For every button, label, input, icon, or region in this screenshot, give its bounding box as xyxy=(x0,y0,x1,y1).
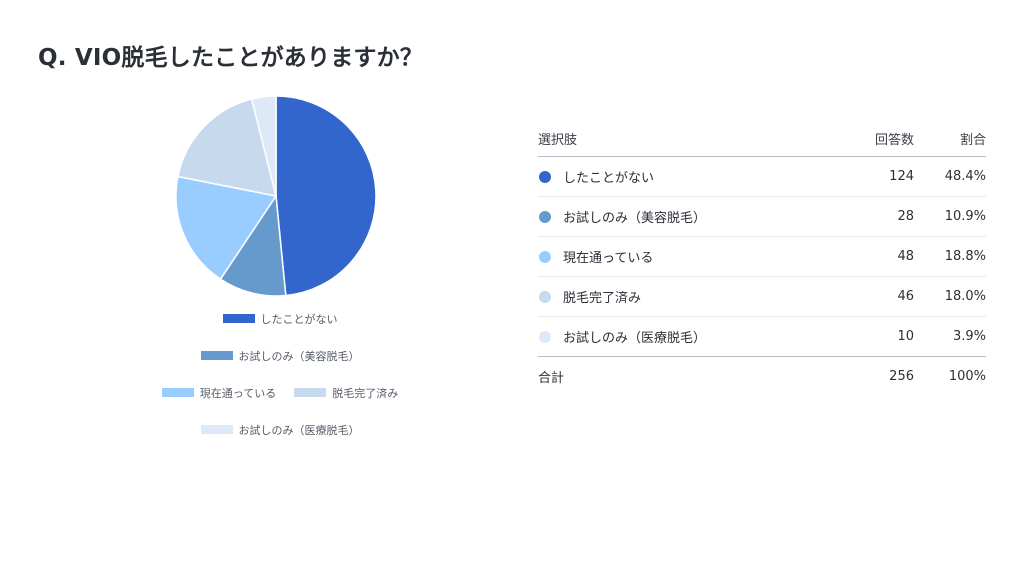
legend-swatch xyxy=(200,425,233,434)
row-count: 46 xyxy=(897,289,914,304)
row-count: 124 xyxy=(889,169,914,184)
pie-chart xyxy=(175,95,377,297)
table-row: 脱毛完了済み 46 18.0% xyxy=(538,277,986,317)
row-ratio: 18.8% xyxy=(944,249,986,264)
row-label: お試しのみ（医療脱毛） xyxy=(563,331,707,346)
series-dot xyxy=(539,330,551,343)
pie-slice xyxy=(219,193,287,297)
table-total-row: 合計 256 100% xyxy=(538,357,986,395)
series-dot xyxy=(539,290,551,303)
series-dot xyxy=(539,250,551,263)
series-dot xyxy=(539,210,551,223)
column-header-ratio: 割合 xyxy=(959,132,986,148)
row-count: 28 xyxy=(897,209,914,224)
legend-label: お試しのみ（医療脱毛） xyxy=(238,423,360,437)
pie-slice xyxy=(177,98,278,197)
chart-legend: したことがない お試しのみ（美容脱毛） 現在通っている 脱毛完了済み お試しのみ… xyxy=(150,310,410,438)
row-ratio: 18.0% xyxy=(944,289,986,304)
row-ratio: 48.4% xyxy=(944,169,986,184)
row-ratio: 3.9% xyxy=(952,329,986,344)
pie-slice xyxy=(175,175,278,281)
column-header-choice: 選択肢 xyxy=(538,132,578,148)
legend-label: 現在通っている xyxy=(199,386,277,400)
table-row: お試しのみ（美容脱毛） 28 10.9% xyxy=(538,197,986,237)
column-header-count: 回答数 xyxy=(874,132,914,148)
row-count: 10 xyxy=(897,329,914,344)
legend-item: 脱毛完了済み xyxy=(294,384,398,401)
legend-item: したことがない xyxy=(222,310,338,327)
legend-label: お試しのみ（美容脱毛） xyxy=(238,349,360,363)
row-count: 48 xyxy=(897,249,914,264)
legend-label: 脱毛完了済み xyxy=(332,386,399,400)
row-label: 現在通っている xyxy=(563,251,654,266)
row-label: したことがない xyxy=(563,171,655,186)
table-row: 現在通っている 48 18.8% xyxy=(538,237,986,277)
total-count: 256 xyxy=(889,368,914,384)
legend-item: お試しのみ（美容脱毛） xyxy=(200,347,360,364)
total-label: 合計 xyxy=(538,370,565,386)
legend-item: お試しのみ（医療脱毛） xyxy=(200,421,360,438)
legend-label: したことがない xyxy=(260,312,338,326)
legend-swatch xyxy=(294,388,327,397)
table-row: お試しのみ（医療脱毛） 10 3.9% xyxy=(538,317,986,357)
pie-slice xyxy=(250,95,277,197)
series-dot xyxy=(539,170,551,183)
page-title: Q. VIO脱毛したことがありますか？ xyxy=(38,45,424,71)
row-ratio: 10.9% xyxy=(944,209,986,224)
legend-swatch xyxy=(222,314,255,323)
results-table: 選択肢 回答数 割合 したことがない 124 48.4% お試しのみ（美容脱毛）… xyxy=(538,120,986,395)
total-ratio: 100% xyxy=(948,368,986,384)
table-header-row: 選択肢 回答数 割合 xyxy=(538,120,986,157)
legend-swatch xyxy=(200,351,233,360)
legend-swatch xyxy=(161,388,194,397)
row-label: 脱毛完了済み xyxy=(563,291,642,306)
table-row: したことがない 124 48.4% xyxy=(538,157,986,197)
legend-item: 現在通っている xyxy=(161,384,277,401)
pie-slice xyxy=(275,95,377,297)
row-label: お試しのみ（美容脱毛） xyxy=(563,211,707,226)
